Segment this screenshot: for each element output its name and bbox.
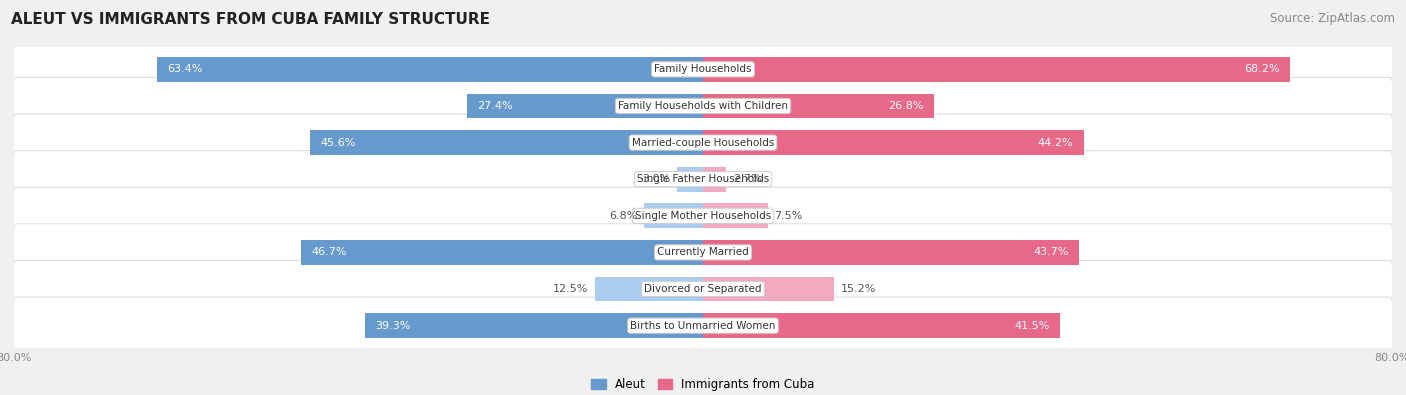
Text: 7.5%: 7.5%	[775, 211, 803, 221]
Bar	[703, 203, 768, 228]
Bar	[644, 203, 703, 228]
Bar	[703, 167, 727, 192]
Legend: Aleut, Immigrants from Cuba: Aleut, Immigrants from Cuba	[586, 373, 820, 395]
Text: 15.2%: 15.2%	[841, 284, 876, 294]
Text: 39.3%: 39.3%	[375, 321, 411, 331]
Bar	[595, 276, 703, 301]
Bar	[703, 57, 1291, 82]
Text: 27.4%: 27.4%	[478, 101, 513, 111]
FancyBboxPatch shape	[13, 114, 1393, 171]
FancyBboxPatch shape	[13, 41, 1393, 98]
Text: 3.0%: 3.0%	[643, 174, 671, 184]
FancyBboxPatch shape	[13, 187, 1393, 245]
Text: 6.8%: 6.8%	[609, 211, 637, 221]
Text: 44.2%: 44.2%	[1038, 137, 1073, 148]
Text: Married-couple Households: Married-couple Households	[631, 137, 775, 148]
Text: Family Households: Family Households	[654, 64, 752, 74]
Bar	[703, 130, 1084, 155]
Bar	[364, 313, 703, 338]
Text: 26.8%: 26.8%	[889, 101, 924, 111]
FancyBboxPatch shape	[13, 224, 1393, 281]
Text: Single Mother Households: Single Mother Households	[636, 211, 770, 221]
Bar	[301, 240, 703, 265]
FancyBboxPatch shape	[13, 150, 1393, 208]
Text: 63.4%: 63.4%	[167, 64, 202, 74]
Bar	[311, 130, 703, 155]
Text: 43.7%: 43.7%	[1033, 247, 1069, 258]
Text: Single Father Households: Single Father Households	[637, 174, 769, 184]
Text: Currently Married: Currently Married	[657, 247, 749, 258]
Bar	[467, 94, 703, 118]
Text: Family Households with Children: Family Households with Children	[619, 101, 787, 111]
Text: Source: ZipAtlas.com: Source: ZipAtlas.com	[1270, 12, 1395, 25]
Text: ALEUT VS IMMIGRANTS FROM CUBA FAMILY STRUCTURE: ALEUT VS IMMIGRANTS FROM CUBA FAMILY STR…	[11, 12, 491, 27]
Text: Births to Unmarried Women: Births to Unmarried Women	[630, 321, 776, 331]
Bar	[678, 167, 703, 192]
Text: 2.7%: 2.7%	[733, 174, 762, 184]
Text: Divorced or Separated: Divorced or Separated	[644, 284, 762, 294]
Bar	[703, 276, 834, 301]
FancyBboxPatch shape	[13, 297, 1393, 354]
Bar	[703, 94, 934, 118]
Text: 46.7%: 46.7%	[311, 247, 347, 258]
FancyBboxPatch shape	[13, 77, 1393, 135]
Bar	[703, 313, 1060, 338]
Bar	[157, 57, 703, 82]
Text: 68.2%: 68.2%	[1244, 64, 1279, 74]
Bar	[703, 240, 1080, 265]
FancyBboxPatch shape	[13, 260, 1393, 318]
Text: 45.6%: 45.6%	[321, 137, 356, 148]
Text: 12.5%: 12.5%	[553, 284, 589, 294]
Text: 41.5%: 41.5%	[1015, 321, 1050, 331]
